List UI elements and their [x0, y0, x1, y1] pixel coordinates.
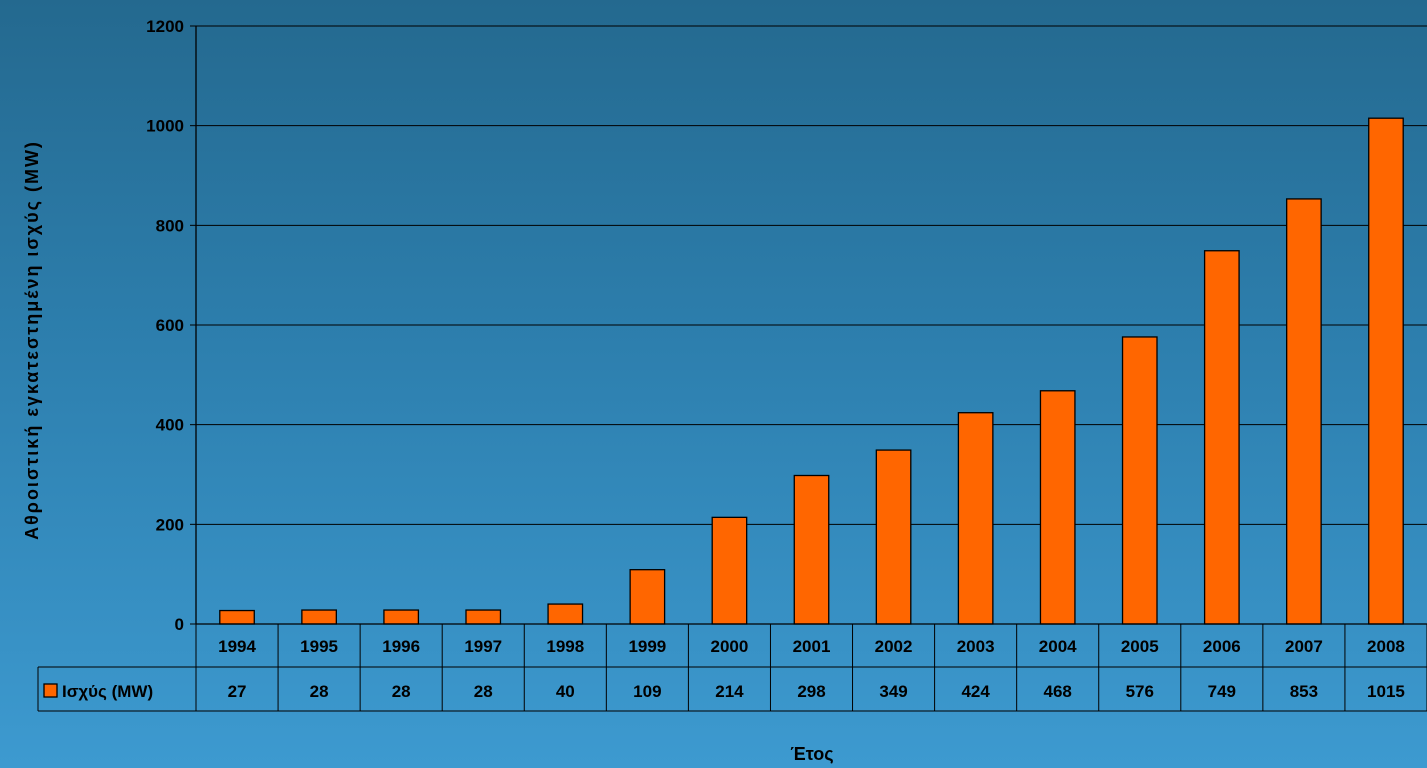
data-table-value: 28 — [474, 682, 493, 701]
data-table-value: 40 — [556, 682, 575, 701]
y-axis-title: Αθροιστική εγκατεστημένη ισχύς (MW) — [22, 140, 42, 540]
data-table-value: 749 — [1208, 682, 1236, 701]
x-category-label: 2003 — [957, 637, 995, 656]
x-category-label: 1995 — [300, 637, 338, 656]
data-table-value: 853 — [1290, 682, 1318, 701]
bar — [711, 516, 748, 625]
axes — [195, 26, 1427, 625]
x-category-label: 1996 — [382, 637, 420, 656]
data-table-value: 109 — [633, 682, 661, 701]
data-table-value: 349 — [879, 682, 907, 701]
bar — [1203, 250, 1240, 625]
bar — [1286, 198, 1322, 625]
y-tick-label: 1200 — [146, 17, 184, 36]
x-category-label: 2007 — [1285, 637, 1323, 656]
x-category-label: 1997 — [464, 637, 502, 656]
bar — [301, 609, 337, 625]
x-category-label: 2006 — [1203, 637, 1241, 656]
x-category-label: 1999 — [628, 637, 666, 656]
data-table-value: 214 — [715, 682, 744, 701]
legend-swatch — [43, 683, 58, 698]
x-category-label: 2002 — [875, 637, 913, 656]
y-tick-label: 0 — [175, 615, 184, 634]
data-table-value: 27 — [228, 682, 247, 701]
bar — [1039, 390, 1076, 625]
bar — [629, 569, 666, 625]
x-category-label: 2008 — [1367, 637, 1405, 656]
data-table-value: 424 — [961, 682, 990, 701]
legend-label: Ισχύς (MW) — [62, 682, 153, 701]
bar — [1121, 336, 1158, 625]
y-tick-label: 800 — [156, 216, 184, 235]
data-table-value: 576 — [1126, 682, 1154, 701]
data-table-value: 468 — [1044, 682, 1072, 701]
x-axis-title: Έτος — [790, 744, 833, 764]
gridlines — [196, 25, 1427, 525]
bar — [793, 474, 830, 625]
bar — [465, 609, 502, 625]
x-category-label: 2001 — [793, 637, 831, 656]
y-axis-ticks: 0 200 400 600 800 1000 1200 — [146, 17, 196, 634]
y-tick-label: 400 — [156, 416, 184, 435]
bar — [875, 449, 912, 625]
bars — [219, 117, 1404, 625]
data-table-value: 28 — [310, 682, 329, 701]
y-tick-label: 1000 — [146, 117, 184, 136]
bar — [219, 609, 255, 625]
data-table: 1994 27 1995 28 1996 28 1997 28 1998 40 1999 109 200… — [37, 624, 1427, 712]
bar — [383, 609, 420, 625]
x-category-label: 1994 — [218, 637, 256, 656]
x-category-label: 1998 — [546, 637, 584, 656]
bar — [1368, 117, 1404, 625]
bar — [957, 412, 994, 625]
data-table-value: 298 — [797, 682, 825, 701]
y-tick-label: 600 — [156, 316, 184, 335]
x-category-label: 2004 — [1039, 637, 1077, 656]
x-category-label: 2000 — [711, 637, 749, 656]
x-category-label: 2005 — [1121, 637, 1159, 656]
data-table-value: 28 — [392, 682, 411, 701]
data-table-value: 1015 — [1367, 682, 1405, 701]
y-tick-label: 200 — [156, 515, 184, 534]
bar — [547, 603, 584, 625]
